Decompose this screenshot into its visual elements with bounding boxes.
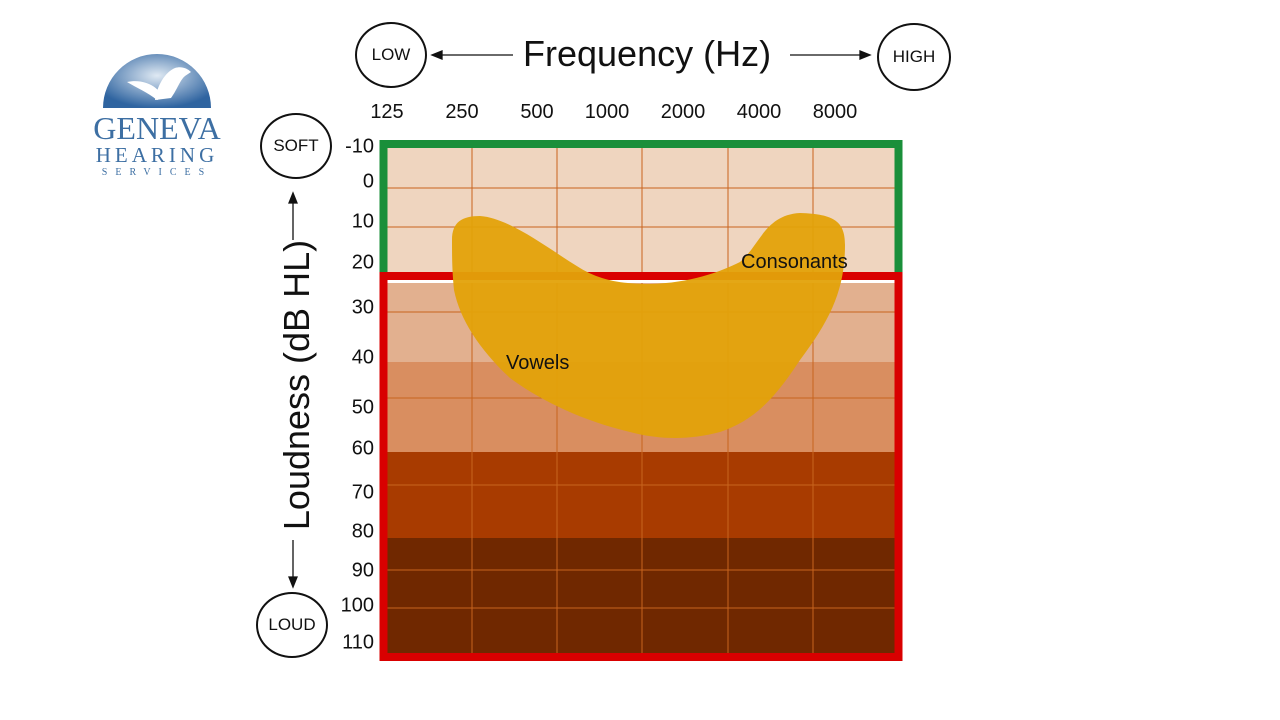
x-tick-label: 500 <box>520 101 554 123</box>
x-tick-label: 1000 <box>584 101 630 123</box>
loud-label: LOUD <box>256 592 328 658</box>
y-tick-label: 70 <box>351 481 374 504</box>
x-tick-label: 4000 <box>736 101 782 123</box>
svg-text:HEARING: HEARING <box>96 143 219 167</box>
x-tick-label: 250 <box>445 101 479 123</box>
y-tick-label: 90 <box>351 559 374 582</box>
x-tick-label: 8000 <box>812 101 858 123</box>
y-tick-label: 60 <box>351 437 374 460</box>
x-tick-label: 2000 <box>660 101 706 123</box>
y-tick-label: 0 <box>362 170 374 193</box>
y-tick-label: 110 <box>342 631 374 654</box>
y-tick-label: 50 <box>351 396 374 419</box>
hearing-loss-border <box>379 272 903 661</box>
consonants-label: Consonants <box>741 251 848 273</box>
svg-text:GENEVA: GENEVA <box>93 110 220 146</box>
y-tick-label: -10 <box>345 135 374 158</box>
vowels-label: Vowels <box>506 352 570 374</box>
zone-fill <box>387 452 895 538</box>
high-label: HIGH <box>877 23 951 91</box>
y-tick-label: 80 <box>351 520 374 543</box>
x-tick-label: 125 <box>370 101 404 123</box>
svg-text:SERVICES: SERVICES <box>102 167 212 178</box>
zone-fill <box>387 538 895 653</box>
soft-label: SOFT <box>260 113 332 179</box>
y-tick-label: 20 <box>351 251 374 274</box>
y-tick-label: 100 <box>340 594 374 617</box>
low-label: LOW <box>355 22 427 88</box>
frequency-title: Frequency (Hz) <box>523 33 772 74</box>
y-tick-label: 40 <box>351 346 374 369</box>
y-tick-label: 10 <box>351 210 374 233</box>
geneva-hearing-logo: GENEVA HEARING SERVICES <box>85 40 235 180</box>
y-tick-label: 30 <box>351 296 374 319</box>
speech-banana-region <box>452 213 845 438</box>
